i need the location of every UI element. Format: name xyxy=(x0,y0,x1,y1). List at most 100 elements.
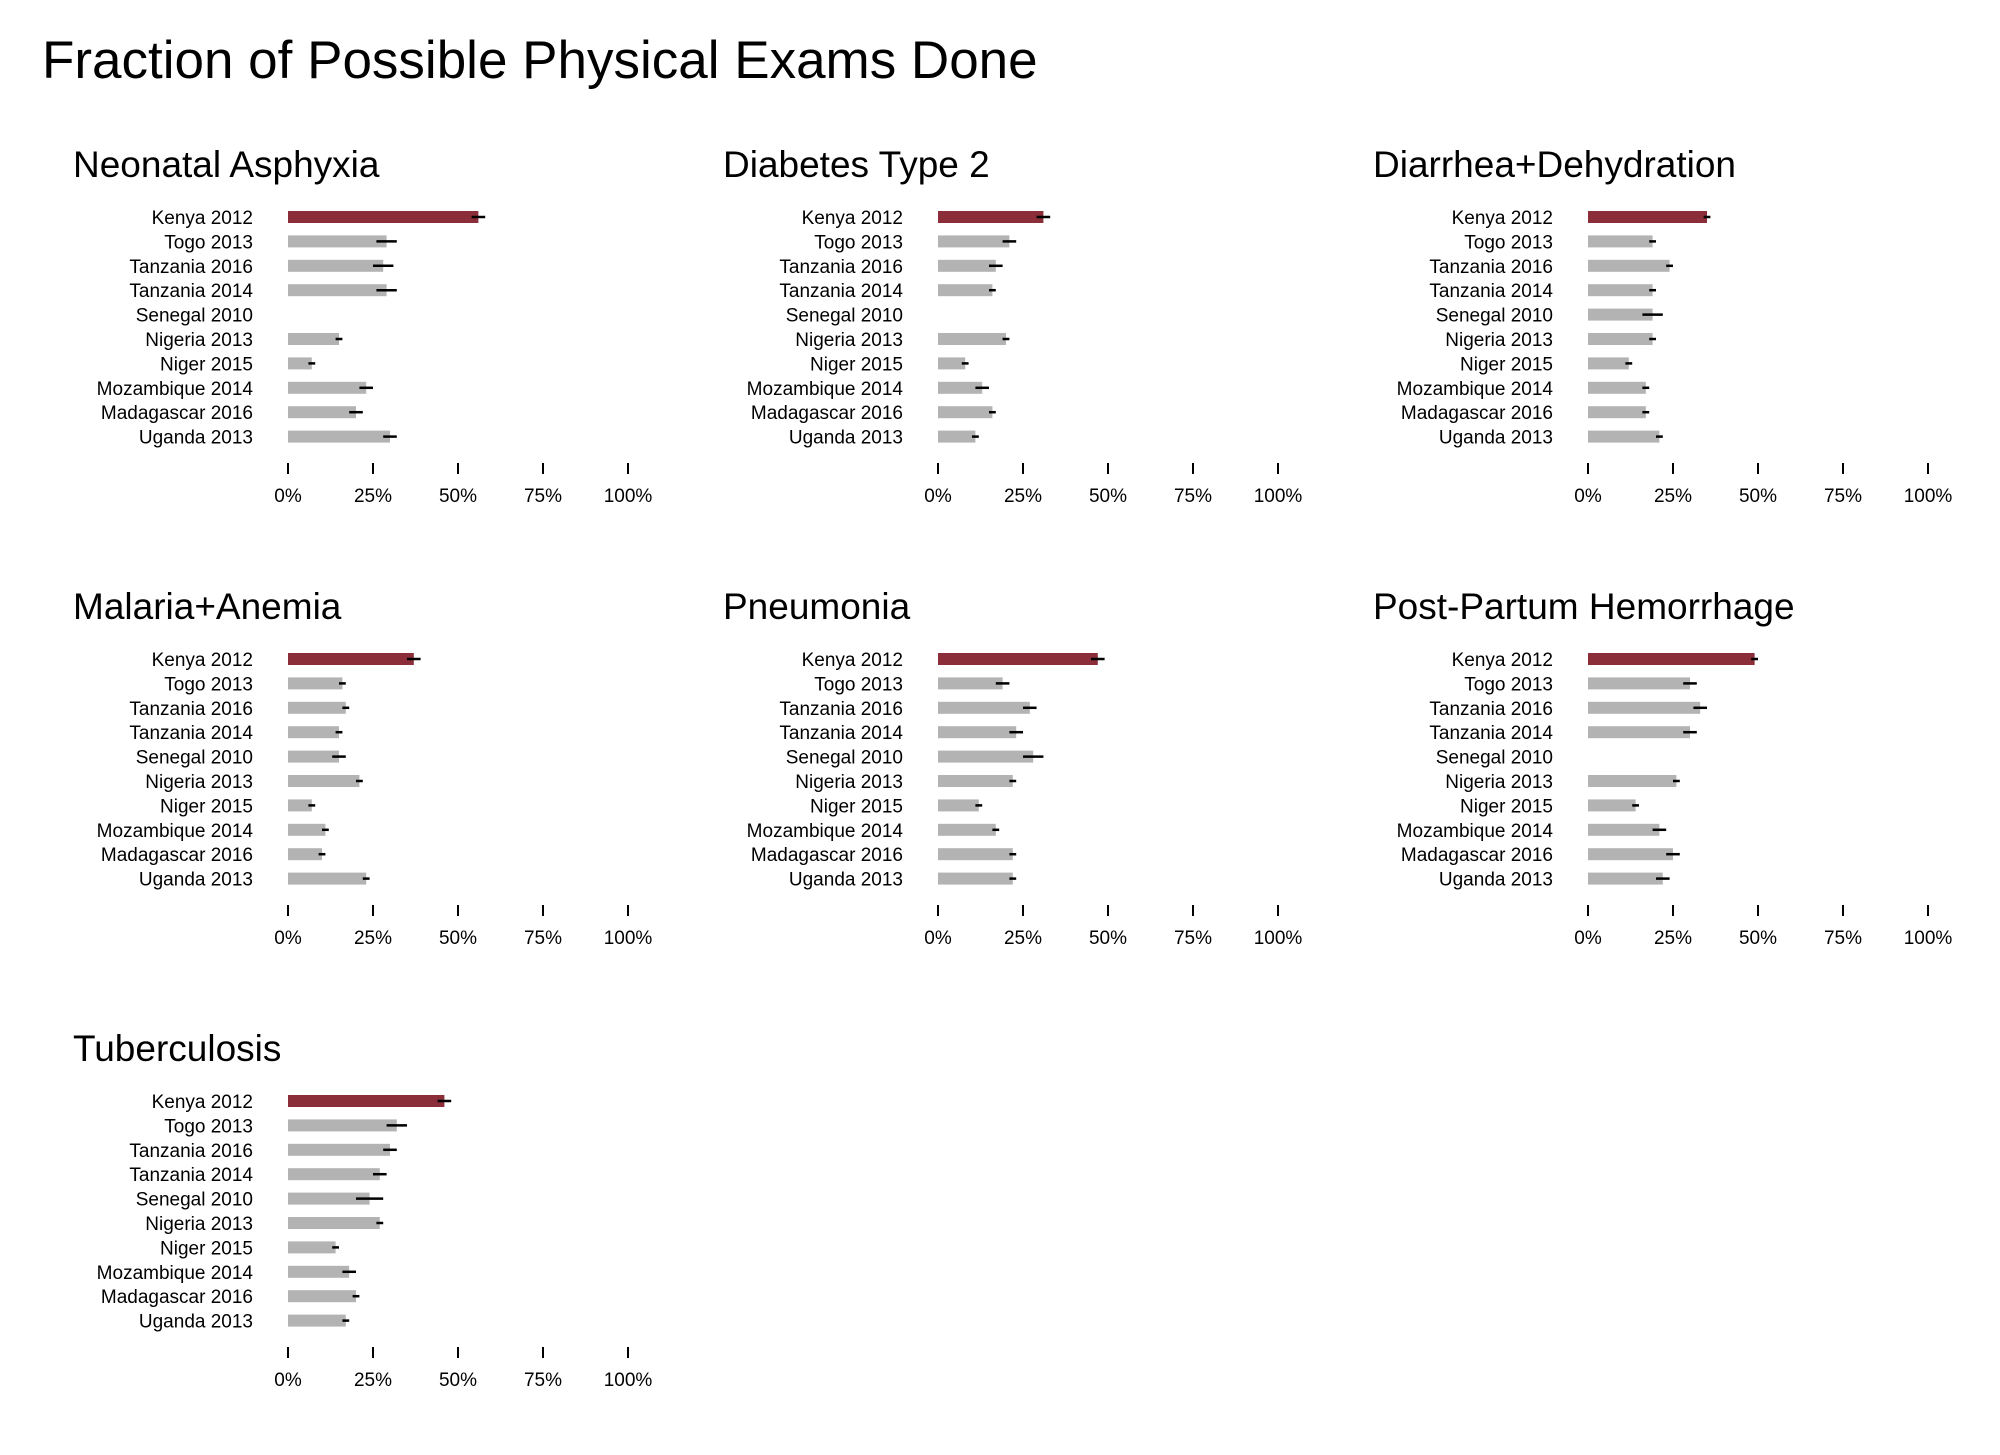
bar xyxy=(288,381,367,394)
category-label: Nigeria 2013 xyxy=(1445,772,1553,793)
bar xyxy=(288,872,367,885)
x-tick-label: 0% xyxy=(274,928,302,949)
bar xyxy=(1588,235,1653,248)
bar xyxy=(1588,381,1646,394)
bar xyxy=(288,430,390,443)
category-label: Uganda 2013 xyxy=(789,428,903,449)
bar xyxy=(288,1265,350,1278)
x-tick-label: 75% xyxy=(1174,928,1212,949)
x-tick-label: 25% xyxy=(1004,928,1042,949)
bar xyxy=(938,406,993,419)
category-label: Tanzania 2016 xyxy=(779,257,903,278)
category-label: Uganda 2013 xyxy=(139,428,253,449)
category-label: Nigeria 2013 xyxy=(145,772,253,793)
category-label: Kenya 2012 xyxy=(152,208,253,229)
bar xyxy=(938,848,1013,861)
bar xyxy=(938,211,1044,223)
bar xyxy=(938,284,993,297)
category-label: Tanzania 2014 xyxy=(779,723,903,744)
category-label: Madagascar 2016 xyxy=(101,845,253,866)
category-label: Senegal 2010 xyxy=(136,1190,253,1211)
x-tick-label: 75% xyxy=(1824,486,1862,507)
category-label: Tanzania 2014 xyxy=(129,723,253,744)
bar xyxy=(938,799,979,812)
bar xyxy=(938,357,966,370)
bar xyxy=(1588,211,1707,223)
x-tick-label: 0% xyxy=(924,928,952,949)
chart-panel: Tuberculosis Kenya 2012 Togo 2013 Tanzania … xyxy=(73,1028,652,1391)
x-tick-label: 25% xyxy=(1004,486,1042,507)
category-label: Madagascar 2016 xyxy=(101,403,253,424)
x-tick-label: 75% xyxy=(524,486,562,507)
category-label: Togo 2013 xyxy=(164,674,253,695)
category-label: Nigeria 2013 xyxy=(145,1214,253,1235)
bar xyxy=(1588,259,1670,272)
page-title: Fraction of Possible Physical Exams Done xyxy=(42,31,1038,90)
x-tick-label: 75% xyxy=(524,928,562,949)
x-tick-label: 25% xyxy=(354,1370,392,1391)
x-tick-label: 50% xyxy=(1089,928,1127,949)
x-tick-label: 100% xyxy=(604,486,653,507)
x-tick-label: 50% xyxy=(1739,928,1777,949)
category-label: Kenya 2012 xyxy=(152,650,253,671)
bar xyxy=(288,1290,356,1303)
category-label: Tanzania 2016 xyxy=(1429,699,1553,720)
category-label: Tanzania 2016 xyxy=(779,699,903,720)
x-tick-label: 0% xyxy=(274,486,302,507)
bar xyxy=(288,799,312,812)
x-tick-label: 100% xyxy=(1904,928,1953,949)
category-label: Kenya 2012 xyxy=(802,208,903,229)
category-label: Tanzania 2014 xyxy=(1429,723,1553,744)
bar xyxy=(288,750,339,763)
x-tick-label: 25% xyxy=(354,486,392,507)
bar xyxy=(288,1314,346,1327)
chart-panel: Diabetes Type 2 Kenya 2012 Togo 2013 Tanzan… xyxy=(723,144,1302,507)
x-tick-label: 50% xyxy=(439,928,477,949)
bar xyxy=(1588,653,1755,665)
category-label: Niger 2015 xyxy=(160,354,253,375)
bar xyxy=(1588,308,1653,321)
bar xyxy=(938,235,1010,248)
bar xyxy=(288,677,343,690)
bar xyxy=(288,775,360,787)
category-label: Kenya 2012 xyxy=(802,650,903,671)
bar xyxy=(288,701,346,714)
category-label: Uganda 2013 xyxy=(789,870,903,891)
bar xyxy=(288,848,322,861)
category-label: Nigeria 2013 xyxy=(795,772,903,793)
category-label: Niger 2015 xyxy=(160,796,253,817)
category-label: Togo 2013 xyxy=(814,232,903,253)
bar xyxy=(938,677,1003,690)
category-label: Mozambique 2014 xyxy=(97,1263,254,1284)
category-label: Tanzania 2016 xyxy=(129,1141,253,1162)
category-label: Togo 2013 xyxy=(164,1116,253,1137)
bar xyxy=(938,726,1017,739)
bar xyxy=(938,775,1013,787)
category-label: Togo 2013 xyxy=(164,232,253,253)
x-tick-label: 0% xyxy=(924,486,952,507)
category-label: Uganda 2013 xyxy=(1439,870,1553,891)
bar xyxy=(1588,357,1629,370)
category-label: Madagascar 2016 xyxy=(751,845,903,866)
bar xyxy=(288,823,326,836)
category-label: Nigeria 2013 xyxy=(795,330,903,351)
bar xyxy=(288,333,339,345)
bar xyxy=(288,406,356,419)
bar xyxy=(288,1095,445,1107)
x-tick-label: 0% xyxy=(1574,928,1602,949)
category-label: Senegal 2010 xyxy=(786,748,903,769)
x-tick-label: 75% xyxy=(524,1370,562,1391)
category-label: Togo 2013 xyxy=(1464,232,1553,253)
panel-title: Pneumonia xyxy=(723,586,911,627)
x-tick-label: 50% xyxy=(439,1370,477,1391)
x-tick-label: 100% xyxy=(604,1370,653,1391)
panel-title: Diabetes Type 2 xyxy=(723,144,990,185)
bar xyxy=(938,333,1006,345)
bar xyxy=(1588,799,1636,812)
category-label: Niger 2015 xyxy=(1460,354,1553,375)
category-label: Madagascar 2016 xyxy=(1401,845,1553,866)
x-tick-label: 25% xyxy=(354,928,392,949)
x-tick-label: 100% xyxy=(1254,928,1303,949)
category-label: Tanzania 2014 xyxy=(1429,281,1553,302)
